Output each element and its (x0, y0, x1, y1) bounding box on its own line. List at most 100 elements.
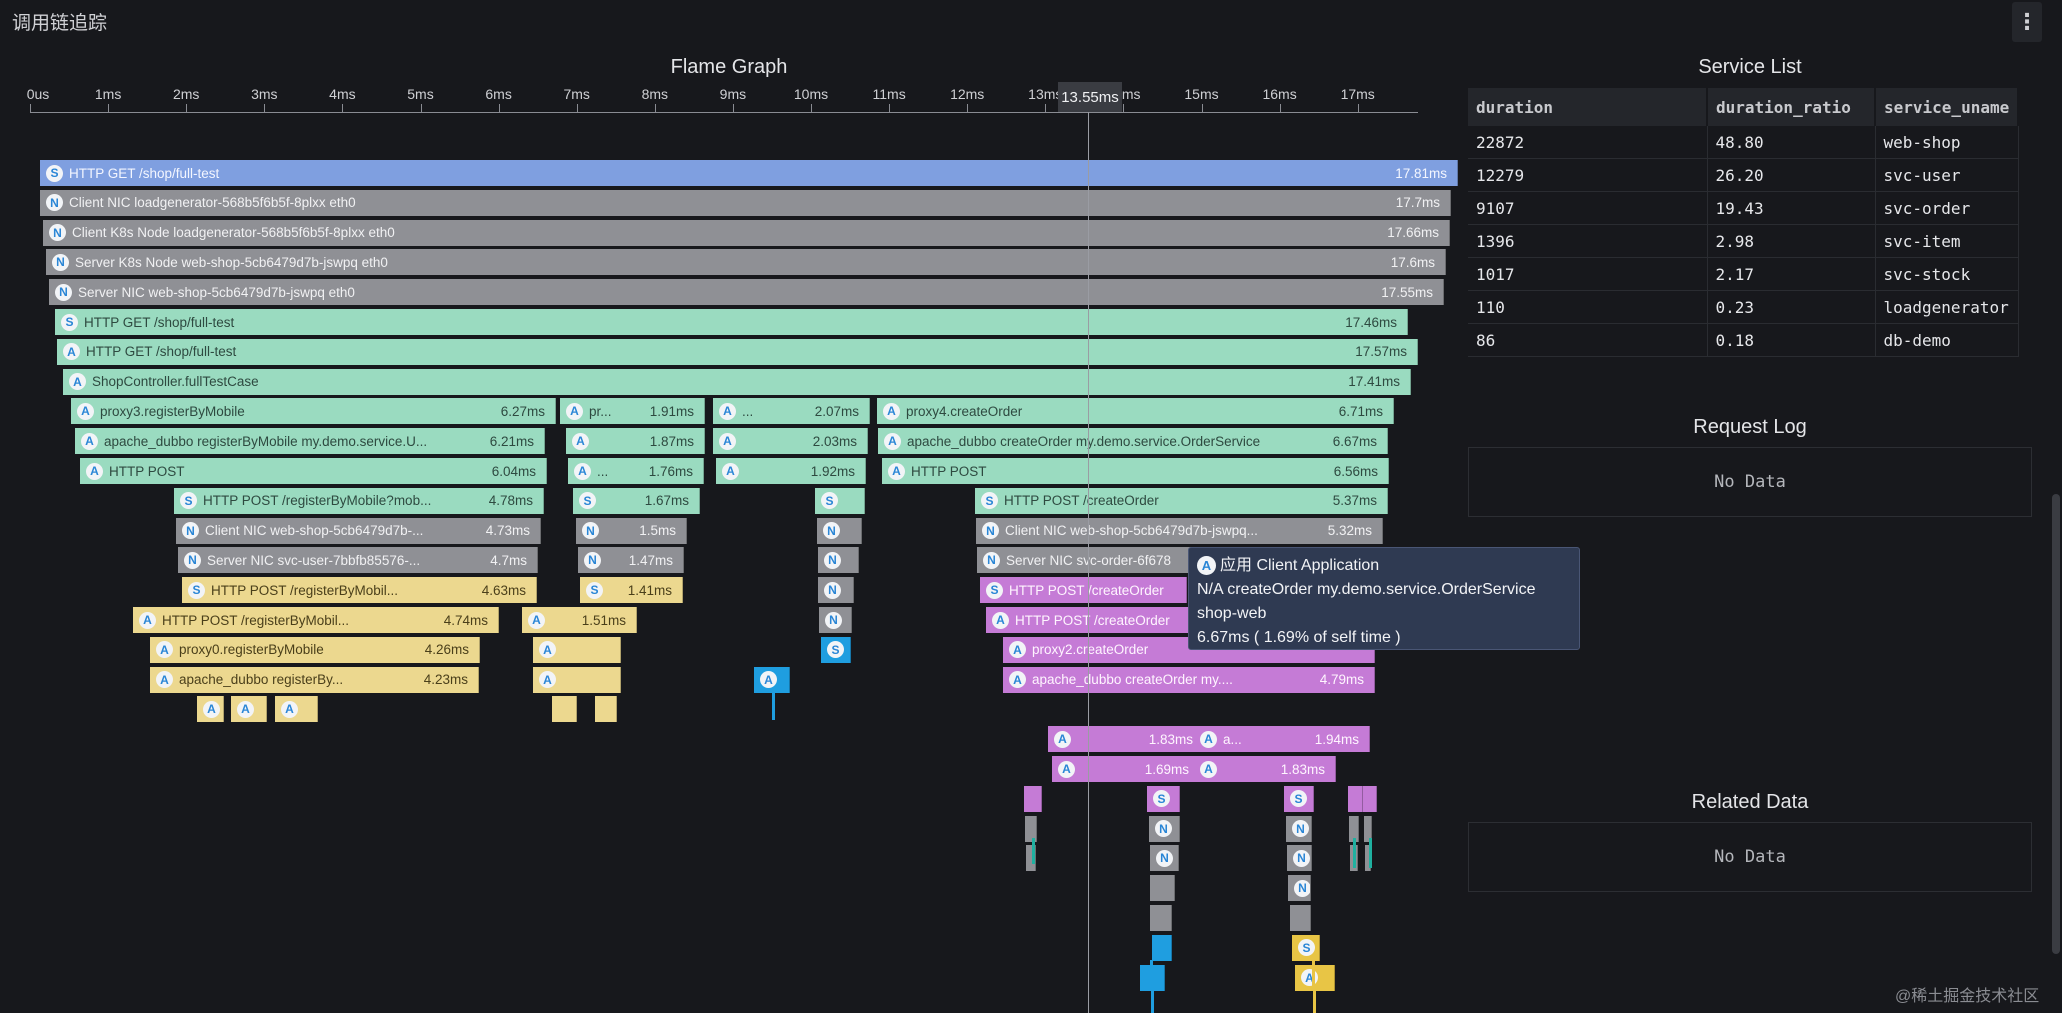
table-row[interactable]: 1396 2.98 svc-item (1468, 224, 2019, 258)
flame-span[interactable]: N Server NIC web-shop-5cb6479d7b-jswpq et… (49, 279, 1444, 306)
flame-span[interactable]: N (1287, 845, 1312, 872)
flame-span[interactable]: S (815, 487, 865, 514)
flame-span[interactable]: A (231, 696, 267, 723)
flame-span[interactable]: N 1.47ms (578, 547, 684, 574)
flame-span[interactable] (1364, 815, 1372, 842)
flame-span[interactable]: S HTTP POST /registerByMobil... 4.63ms (182, 577, 537, 604)
flame-span[interactable]: N (818, 577, 854, 604)
flame-span[interactable]: A ShopController.fullTestCase 17.41ms (63, 368, 1411, 395)
flame-span[interactable]: N 1.5ms (576, 517, 687, 544)
flame-span[interactable]: S HTTP POST /createOrder 5.37ms (975, 487, 1388, 514)
flame-span[interactable]: N (817, 517, 862, 544)
flame-span[interactable]: N Client NIC web-shop-5cb6479d7b-jswpq...… (976, 517, 1383, 544)
flame-span[interactable]: A... 2.07ms (713, 398, 870, 425)
flame-span-stem[interactable] (1353, 838, 1356, 868)
flame-span[interactable]: A 1.51ms (522, 607, 637, 633)
flame-span[interactable]: S HTTP POST /createOrder (980, 577, 1187, 604)
flame-span[interactable]: N Server K8s Node web-shop-5cb6479d7b-jsw… (46, 249, 1446, 276)
flame-span[interactable]: N (1150, 845, 1179, 872)
flame-span[interactable]: A (533, 666, 621, 693)
span-duration: 6.04ms (491, 463, 536, 479)
flame-span[interactable]: S (1284, 785, 1314, 812)
flame-span-stem[interactable] (1313, 990, 1316, 1013)
flame-span-stem[interactable] (772, 692, 775, 720)
flame-span[interactable] (1024, 785, 1042, 812)
flame-span[interactable]: A (275, 696, 318, 723)
panel-scrollbar[interactable] (2052, 494, 2060, 954)
flame-span[interactable]: A 1.87ms (566, 428, 705, 455)
flame-span[interactable]: A 1.69ms (1052, 756, 1200, 782)
network-span-icon: N (46, 194, 63, 212)
column-header-service-uname[interactable]: service_uname (1875, 88, 2020, 126)
flame-span[interactable]: S (1147, 785, 1180, 812)
flame-span[interactable]: S HTTP GET /shop/full-test 17.81ms (40, 160, 1458, 186)
flame-span[interactable] (1348, 785, 1363, 812)
flame-span[interactable]: A HTTP POST /createOrder (986, 607, 1189, 633)
flame-span[interactable]: A 1.92ms (716, 458, 866, 484)
flame-span[interactable]: A 1.83ms (1194, 756, 1336, 782)
flame-span[interactable]: A (1295, 964, 1335, 991)
flame-span[interactable]: A HTTP POST 6.04ms (80, 458, 547, 484)
flame-span[interactable]: S HTTP GET /shop/full-test 17.46ms (55, 309, 1408, 335)
flame-span[interactable] (1150, 875, 1175, 902)
flame-span[interactable] (1290, 905, 1311, 931)
span-duration: 6.67ms (1332, 433, 1377, 449)
flame-span[interactable]: N (1149, 815, 1180, 842)
flame-span[interactable]: S 1.67ms (573, 487, 700, 514)
flame-span[interactable]: A (754, 666, 790, 693)
flame-span[interactable]: A (533, 636, 621, 663)
flame-span[interactable]: S 1.41ms (580, 577, 683, 604)
flame-span[interactable]: A HTTP GET /shop/full-test 17.57ms (57, 338, 1418, 365)
flame-span[interactable] (595, 696, 617, 723)
flame-span[interactable] (552, 696, 577, 723)
flame-span[interactable]: S (1292, 934, 1320, 961)
flame-span-stem[interactable] (1369, 838, 1372, 868)
flame-span[interactable]: A HTTP POST 6.56ms (882, 458, 1389, 484)
flame-span[interactable]: N Client NIC web-shop-5cb6479d7b-... 4.73m… (176, 517, 541, 544)
flame-span[interactable]: N (819, 607, 852, 633)
flame-span[interactable]: N (818, 547, 859, 574)
flame-span[interactable] (1025, 815, 1037, 842)
flame-span[interactable]: A 2.03ms (713, 428, 868, 455)
flame-span-stem[interactable] (1312, 960, 1315, 990)
span-duration: 1.76ms (648, 463, 693, 479)
flame-span[interactable] (1152, 934, 1172, 961)
table-row[interactable]: 110 0.23 loadgenerator (1468, 290, 2019, 324)
column-header-duration-ratio[interactable]: duration_ratio (1707, 88, 1876, 126)
flame-span[interactable] (1150, 905, 1172, 931)
more-menu-icon[interactable]: ⋮ (2012, 2, 2042, 42)
flame-span[interactable] (1026, 845, 1036, 872)
table-row[interactable]: 9107 19.43 svc-order (1468, 191, 2019, 225)
flame-span-stem[interactable] (1151, 990, 1154, 1013)
flame-span[interactable]: N Server NIC svc-user-7bbfb85576-... 4.7ms (178, 547, 538, 574)
flame-span[interactable]: A (197, 696, 224, 723)
flame-span[interactable]: A HTTP POST /registerByMobil... 4.74ms (133, 607, 499, 633)
flame-span[interactable]: N (1288, 875, 1311, 902)
flame-span[interactable]: N (1286, 815, 1312, 842)
table-row[interactable]: 86 0.18 db-demo (1468, 323, 2019, 357)
flame-span[interactable]: N Client NIC loadgenerator-568b5f6b5f-8pl… (40, 189, 1451, 216)
flame-span[interactable] (1349, 815, 1359, 842)
flame-span[interactable]: S (821, 636, 851, 663)
flame-span[interactable]: A 1.83ms (1048, 726, 1204, 753)
flame-span[interactable]: S HTTP POST /registerByMobile?mob... 4.78m… (174, 487, 544, 514)
table-row[interactable]: 12279 26.20 svc-user (1468, 158, 2019, 192)
flame-span[interactable] (1363, 785, 1377, 812)
flame-span-stem[interactable] (1032, 838, 1035, 864)
table-row[interactable]: 22872 48.80 web-shop (1468, 126, 2019, 159)
column-header-duration[interactable]: duration (1468, 88, 1708, 126)
flame-span[interactable]: N Client K8s Node loadgenerator-568b5f6b5… (43, 219, 1450, 246)
application-span-icon: A (719, 432, 736, 450)
flame-span-stem[interactable] (1150, 960, 1153, 988)
table-row[interactable]: 1017 2.17 svc-stock (1468, 257, 2019, 291)
flame-span[interactable]: A... 1.76ms (568, 458, 704, 484)
